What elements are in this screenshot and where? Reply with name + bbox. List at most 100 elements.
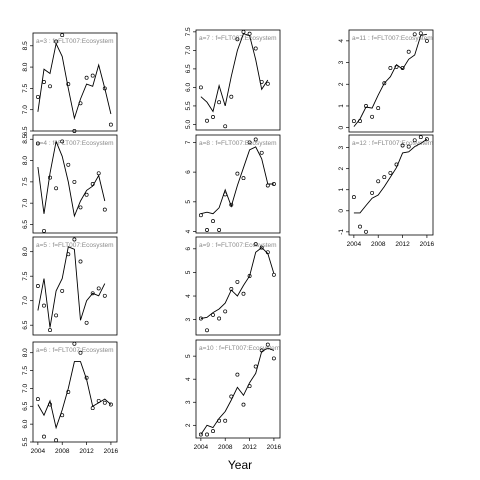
data-point [364,104,368,108]
series-line [353,138,428,214]
data-point [35,94,40,99]
data-point [60,33,65,38]
series-line [37,361,112,430]
data-point [229,287,234,291]
data-point [247,140,252,145]
y-tick-label: 6.5 [22,220,29,229]
data-point [253,46,258,51]
panel-7: a=9 : f=FLT007:Ecosystem 3 4 5 6 [185,236,281,336]
data-point [60,288,65,293]
data-point [406,144,411,149]
series-line [37,246,106,328]
series-line [200,33,269,113]
data-point [241,402,246,407]
y-tick-label: 3 [338,145,345,149]
data-point [84,375,89,380]
data-point [217,316,222,321]
data-point [90,291,95,296]
data-point [66,390,71,394]
data-point [35,397,40,402]
panel-5: a=7 : f=FLT007:Ecosystem 5.0 5.5 6.0 6.5 7.0 7… [185,27,281,131]
y-tick-label: 5.5 [185,101,192,110]
x-tick-label: 2016 [104,448,119,455]
data-point [382,81,387,86]
panel-9: a=11 : f=FLT007:Ecosystem 0 1 2 3 4 [338,29,434,133]
data-point [84,320,89,325]
data-point [241,291,246,296]
panel-frame [348,29,434,133]
data-point [205,328,209,333]
y-tick-label: 5 [185,354,192,358]
data-point [271,182,276,186]
x-tick-label: 2004 [194,444,209,451]
data-point [72,237,77,242]
y-tick-label: 8.5 [22,41,29,50]
data-point [48,328,52,333]
x-tick-label: 2016 [267,444,282,451]
data-point [265,250,270,255]
y-tick-label: 3 [185,317,192,321]
data-point [351,119,356,124]
data-point [78,350,83,355]
data-point [376,179,381,184]
data-point [42,303,46,308]
x-axis-title: Year [227,458,253,472]
data-point [265,342,270,347]
y-tick-label: 0 [338,125,345,129]
y-tick-label: 7.0 [22,105,29,114]
y-tick-label: 3 [338,60,345,64]
y-tick-label: 0 [338,209,345,213]
y-tick-label: 1 [338,188,345,192]
panel-6: a=8 : f=FLT007:Ecosystem 4 5 6 7 [185,134,281,234]
y-tick-label: 8.5 [22,134,29,143]
y-tick-label: 5 [185,270,192,274]
data-point [382,175,387,180]
x-tick-label: 2008 [55,448,70,455]
panel-frame [32,341,118,443]
data-point [108,402,113,407]
y-tick-label: 7 [185,140,192,144]
data-point [217,228,222,232]
data-point [394,64,399,69]
x-tick-label: 2012 [79,448,94,455]
y-tick-label: 8.0 [22,348,29,357]
data-point [84,192,89,197]
panel-frame [195,29,281,131]
data-point [72,129,77,133]
data-point [35,284,40,288]
y-tick-label: 4 [185,294,192,298]
data-point [198,432,203,437]
data-point [198,213,203,218]
panel-strip-label: a=9 : f=FLT007:Ecosystem [199,242,277,249]
y-tick-label: 2 [338,82,345,86]
data-point [78,205,83,210]
data-point [96,398,101,403]
panel-4: a=6 : f=FLT007:Ecosystem 5.5 6.0 6.5 7.0 7.5 8… [22,341,119,455]
x-tick-label: 2004 [31,448,46,455]
panel-strip-label: a=6 : f=FLT007:Ecosystem [36,347,114,354]
data-point [108,122,113,127]
y-tick-label: 6 [185,170,192,174]
data-point [211,429,215,434]
y-tick-label: 7.0 [185,45,192,54]
y-tick-label: 7.5 [22,177,29,186]
data-point [235,279,240,284]
y-tick-label: 6.5 [185,64,192,73]
data-point [394,162,399,167]
y-tick-label: 5.5 [22,437,29,446]
data-point [259,79,264,84]
data-point [211,115,215,119]
data-point [388,170,393,175]
panel-frame [32,134,118,234]
data-point [259,150,264,155]
data-point [424,137,429,142]
data-point [223,309,228,314]
data-point [66,162,71,167]
data-point [229,394,234,399]
panel-3: a=5 : f=FLT007:Ecosystem 6.5 7.0 7.5 8.0 [22,236,118,336]
data-point [259,245,264,250]
data-point [358,224,362,229]
x-tick-label: 2012 [395,241,410,248]
panel-strip-label: a=12 : f=FLT007:Ecosystem [352,140,433,147]
